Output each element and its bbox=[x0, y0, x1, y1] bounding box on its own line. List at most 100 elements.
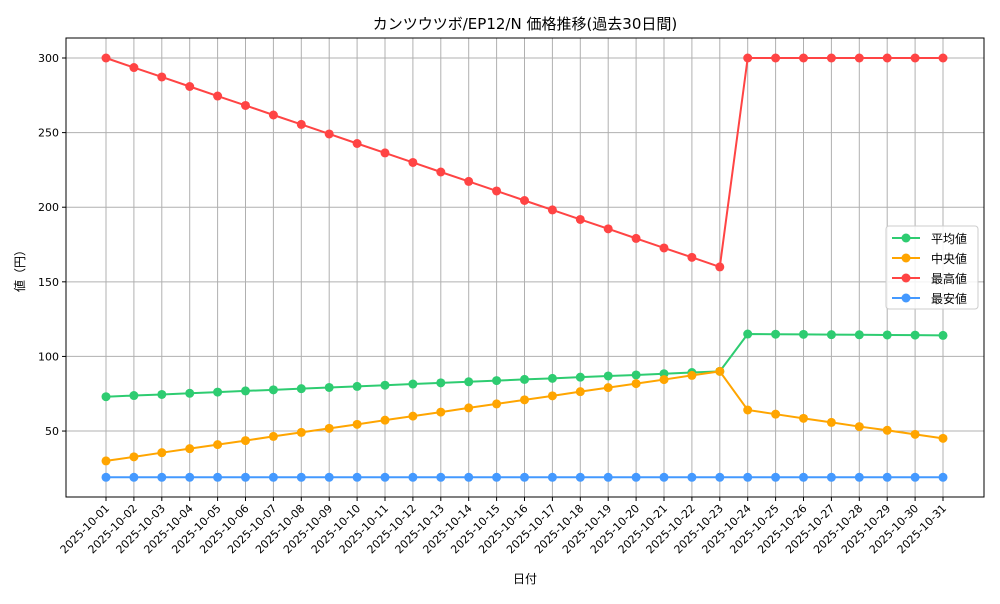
data-point bbox=[659, 243, 669, 253]
data-point bbox=[352, 138, 362, 148]
data-point bbox=[129, 391, 139, 401]
data-point bbox=[408, 472, 418, 482]
data-point bbox=[520, 472, 529, 482]
data-point bbox=[492, 376, 502, 386]
data-point bbox=[436, 378, 446, 388]
data-point bbox=[213, 440, 223, 450]
chart-title: カンツウツボ/EP12/N 価格推移(過去30日間) bbox=[373, 15, 678, 33]
legend-label: 中央値 bbox=[931, 251, 967, 266]
data-point bbox=[631, 472, 641, 482]
data-point bbox=[352, 381, 362, 391]
data-point bbox=[129, 452, 139, 462]
x-axis-label: 日付 bbox=[513, 572, 537, 586]
data-point bbox=[185, 388, 195, 398]
data-point bbox=[938, 53, 948, 63]
legend-label: 平均値 bbox=[931, 231, 967, 246]
data-point bbox=[826, 472, 836, 482]
data-point bbox=[380, 380, 390, 390]
data-point bbox=[882, 425, 892, 435]
legend-marker bbox=[901, 273, 911, 283]
data-point bbox=[938, 433, 948, 443]
data-point bbox=[380, 472, 390, 482]
x-axis-ticks: 2025-10-012025-10-022025-10-032025-10-04… bbox=[58, 497, 949, 556]
data-point bbox=[854, 53, 864, 63]
data-point bbox=[687, 472, 697, 482]
data-point bbox=[547, 391, 557, 401]
data-point bbox=[268, 385, 278, 395]
legend-label: 最高値 bbox=[931, 271, 967, 286]
data-point bbox=[715, 262, 725, 272]
data-point bbox=[380, 148, 390, 158]
data-point bbox=[799, 53, 808, 63]
data-point bbox=[547, 472, 557, 482]
data-point bbox=[520, 395, 529, 405]
data-point bbox=[157, 472, 167, 482]
data-point bbox=[464, 403, 474, 413]
data-point bbox=[408, 157, 418, 167]
y-tick-label: 200 bbox=[38, 201, 59, 214]
data-point bbox=[547, 373, 557, 383]
data-point bbox=[882, 53, 892, 63]
data-point bbox=[296, 119, 306, 129]
data-point bbox=[464, 377, 474, 387]
legend-marker bbox=[901, 293, 911, 303]
data-point bbox=[659, 375, 669, 385]
y-tick-label: 150 bbox=[38, 276, 59, 289]
data-point bbox=[101, 392, 111, 402]
y-tick-label: 250 bbox=[38, 127, 59, 140]
data-point bbox=[213, 91, 223, 101]
y-axis-ticks: 50 100 150 200 250 300 bbox=[38, 52, 66, 438]
data-point bbox=[771, 329, 781, 339]
data-point bbox=[575, 387, 585, 397]
data-point bbox=[882, 472, 892, 482]
data-point bbox=[799, 472, 808, 482]
data-point bbox=[324, 472, 334, 482]
data-point bbox=[715, 366, 725, 376]
data-point bbox=[352, 419, 362, 429]
data-point bbox=[241, 472, 250, 482]
data-point bbox=[910, 330, 920, 340]
data-point bbox=[882, 330, 892, 340]
data-point bbox=[492, 399, 502, 409]
data-point bbox=[408, 411, 418, 421]
data-point bbox=[464, 472, 474, 482]
data-point bbox=[436, 407, 446, 417]
data-point bbox=[603, 224, 613, 234]
data-point bbox=[743, 53, 753, 63]
data-point bbox=[464, 176, 474, 186]
data-point bbox=[659, 472, 669, 482]
data-point bbox=[603, 383, 613, 393]
data-point bbox=[743, 472, 753, 482]
data-point bbox=[743, 329, 753, 339]
data-point bbox=[324, 382, 334, 392]
data-point bbox=[938, 472, 948, 482]
data-point bbox=[492, 186, 502, 196]
legend-box bbox=[885, 225, 979, 310]
data-point bbox=[771, 53, 781, 63]
data-point bbox=[296, 472, 306, 482]
data-point bbox=[436, 167, 446, 177]
grid bbox=[66, 38, 984, 497]
data-point bbox=[268, 431, 278, 441]
data-point bbox=[743, 405, 753, 415]
data-point bbox=[910, 429, 920, 439]
data-point bbox=[101, 53, 111, 63]
data-point bbox=[213, 472, 223, 482]
data-point bbox=[854, 422, 864, 432]
y-tick-label: 300 bbox=[38, 52, 59, 65]
data-point bbox=[101, 456, 111, 466]
data-point bbox=[826, 417, 836, 427]
data-point bbox=[771, 409, 781, 419]
series-lines bbox=[101, 53, 948, 482]
data-point bbox=[771, 472, 781, 482]
data-point bbox=[603, 472, 613, 482]
data-point bbox=[687, 252, 697, 262]
data-point bbox=[185, 81, 195, 91]
data-point bbox=[157, 448, 167, 458]
data-point bbox=[268, 472, 278, 482]
data-point bbox=[799, 329, 808, 339]
data-point bbox=[631, 370, 641, 380]
legend-marker bbox=[901, 253, 911, 263]
